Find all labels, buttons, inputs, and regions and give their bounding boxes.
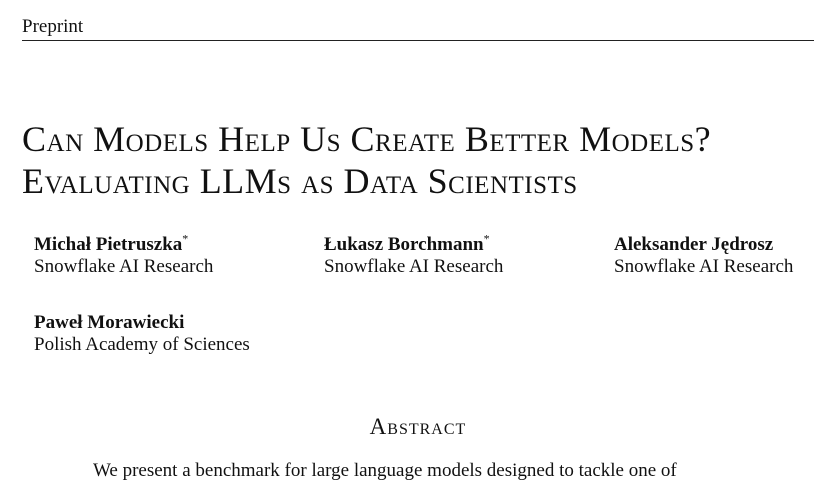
author-affiliation: Snowflake AI Research [34,256,214,277]
abstract-heading: Abstract [369,414,467,439]
abstract-text: We present a benchmark for large languag… [93,460,677,481]
running-head: Preprint [22,16,84,37]
author-name: Aleksander Jędrosz [614,234,774,255]
author-block: Aleksander Jędrosz Snowflake AI Research [614,234,834,278]
paper-title: Can Models Help Us Create Better Models?… [22,118,822,202]
equal-contribution-mark: * [182,231,189,246]
title-line-2: Evaluating LLMs as Data Scientists [22,161,578,201]
author-block: Michał Pietruszka* Snowflake AI Research [34,231,254,278]
author-affiliation: Snowflake AI Research [614,256,794,277]
author-block: Paweł Morawiecki Polish Academy of Scien… [34,312,254,356]
author-name: Paweł Morawiecki [34,312,185,333]
author-affiliation: Snowflake AI Research [324,256,504,277]
equal-contribution-mark: * [483,231,490,246]
author-name: Łukasz Borchmann* [324,231,490,255]
author-affiliation: Polish Academy of Sciences [34,334,250,355]
author-name: Michał Pietruszka* [34,231,189,255]
title-line-1: Can Models Help Us Create Better Models? [22,119,712,159]
author-block: Łukasz Borchmann* Snowflake AI Research [324,231,544,278]
page-header: Preprint [22,16,814,41]
